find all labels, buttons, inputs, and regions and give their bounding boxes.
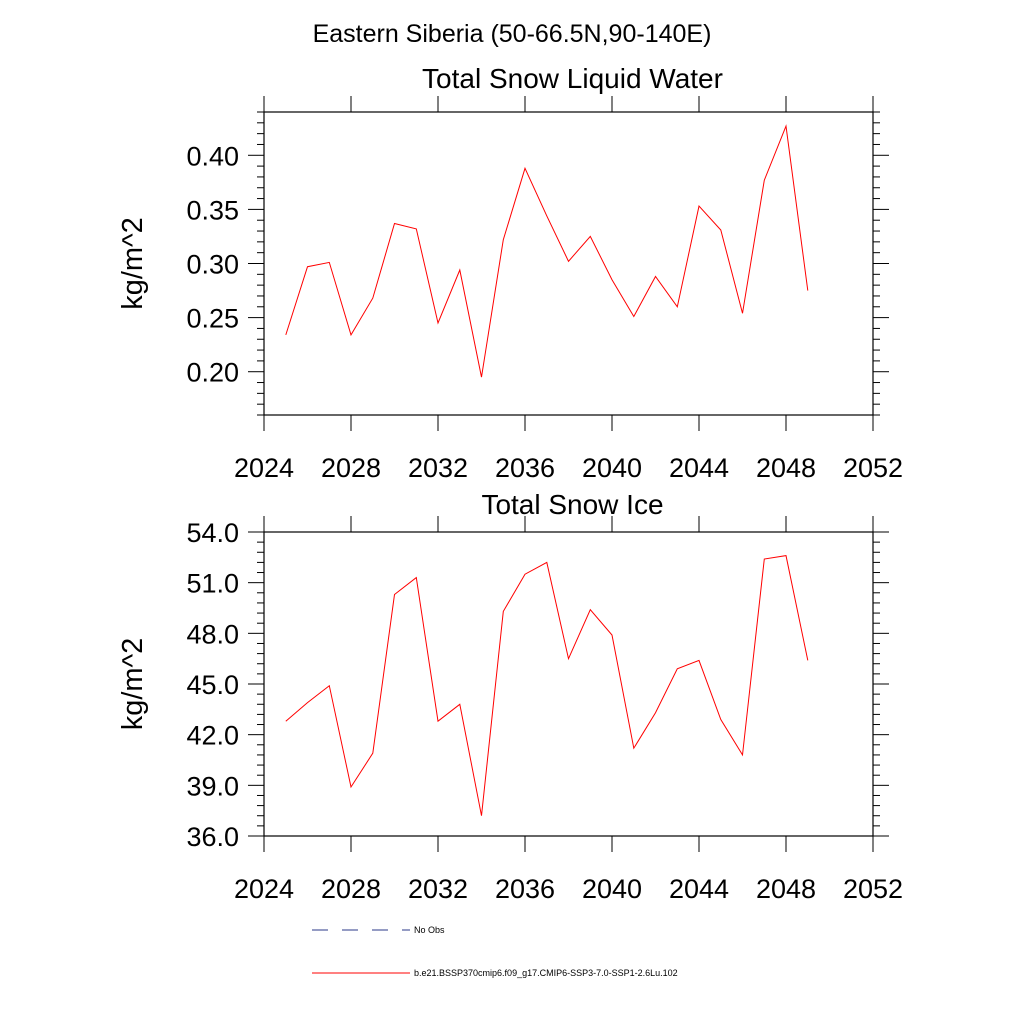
y-tick-label: 0.35 — [186, 195, 239, 225]
series-line-1 — [285, 124, 809, 378]
panel-1: Total Snow Liquid Water 2024 2028 2032 2036 2… — [117, 63, 903, 483]
y-tick-label: 42.0 — [186, 721, 239, 751]
x-tick-label: 2028 — [321, 453, 381, 483]
plot-frame — [263, 111, 874, 416]
x-tick-label: 2028 — [321, 874, 381, 904]
x-tick-label: 2044 — [669, 874, 729, 904]
x-tick-label: 2032 — [408, 453, 468, 483]
x-tick-label: 2040 — [582, 453, 642, 483]
panels: Total Snow Liquid Water 2024 2028 2032 2036 2… — [117, 63, 903, 904]
x-tick-label: 2052 — [843, 874, 903, 904]
x-tick-label: 2036 — [495, 874, 555, 904]
x-tick-label: 2048 — [756, 453, 816, 483]
x-tick-label: 2036 — [495, 453, 555, 483]
panel-2: Total Snow Ice 2024 2028 2032 2036 2040 2044 20… — [117, 489, 903, 904]
legend-label-no-obs: No Obs — [414, 925, 445, 935]
x-tick-label: 2040 — [582, 874, 642, 904]
y-tick-label: 45.0 — [186, 670, 239, 700]
y-axis-label: kg/m^2 — [117, 217, 149, 310]
y-tick-label: 0.40 — [186, 141, 239, 171]
y-tick-label: 39.0 — [186, 771, 239, 801]
x-tick-label: 2044 — [669, 453, 729, 483]
y-tick-label: 54.0 — [186, 518, 239, 548]
panel-title: Total Snow Ice — [481, 489, 663, 520]
plot-frame — [263, 531, 874, 837]
x-tick-label: 2048 — [756, 874, 816, 904]
x-tick-label: 2024 — [234, 874, 294, 904]
y-tick-label: 48.0 — [186, 619, 239, 649]
x-tick-label: 2024 — [234, 453, 294, 483]
y-tick-label: 0.20 — [186, 358, 239, 388]
legend-label-model: b.e21.BSSP370cmip6.f09_g17.CMIP6-SSP3-7.… — [414, 968, 678, 978]
x-tick-label: 2032 — [408, 874, 468, 904]
y-tick-label: 36.0 — [186, 822, 239, 852]
panel-title: Total Snow Liquid Water — [422, 63, 723, 94]
figure-suptitle: Eastern Siberia (50-66.5N,90-140E) — [313, 20, 712, 48]
x-tick-label: 2052 — [843, 453, 903, 483]
y-axis-label: kg/m^2 — [117, 638, 149, 731]
series-line-1 — [285, 555, 809, 816]
legend: No Obs b.e21.BSSP370cmip6.f09_g17.CMIP6-S… — [312, 925, 678, 978]
y-tick-label: 51.0 — [186, 569, 239, 599]
y-tick-label: 0.30 — [186, 250, 239, 280]
y-tick-label: 0.25 — [186, 304, 239, 334]
